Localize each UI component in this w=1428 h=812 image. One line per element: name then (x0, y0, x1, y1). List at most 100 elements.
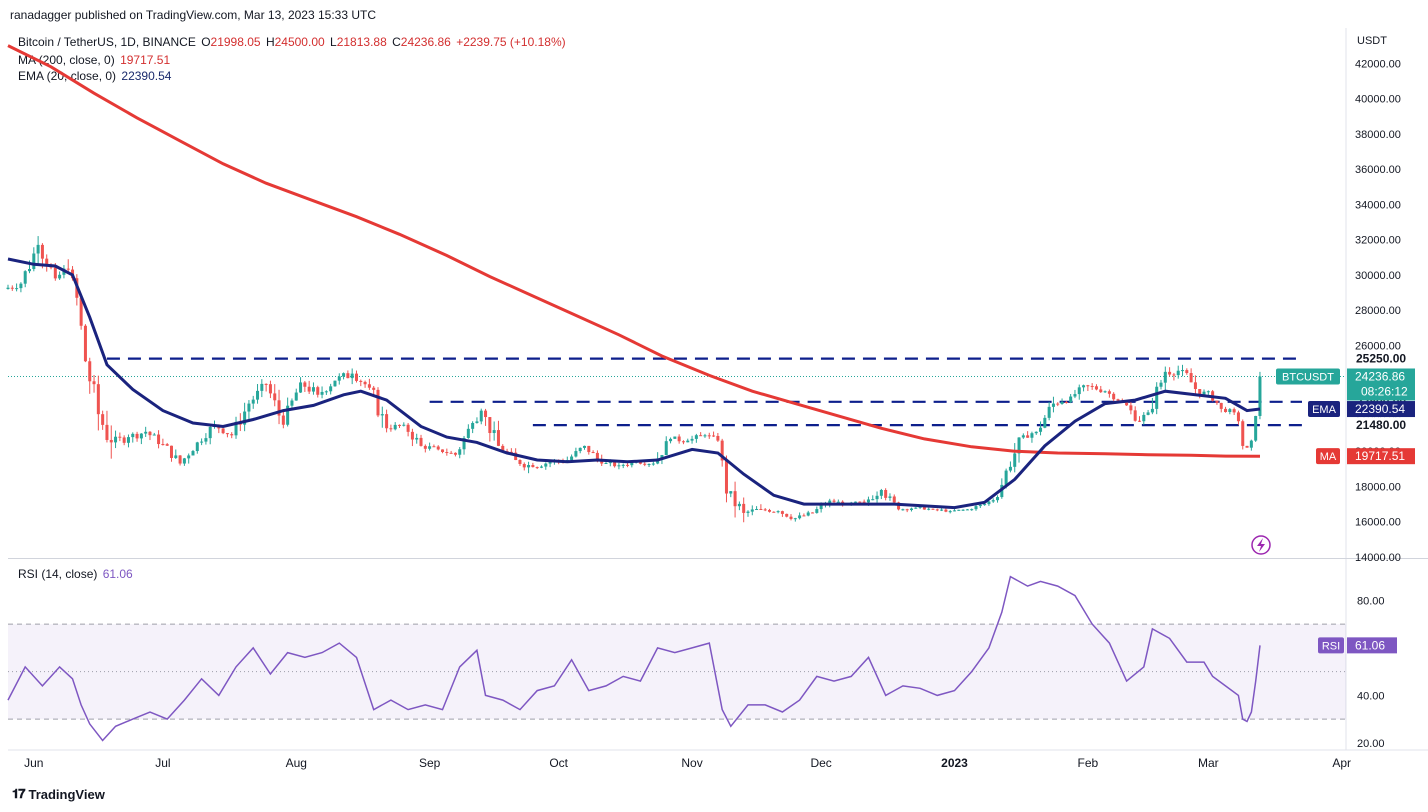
candle-body (621, 464, 625, 466)
candle-body (617, 465, 621, 467)
candle-body (118, 436, 122, 438)
candle-body (836, 501, 840, 503)
candle-body (909, 508, 913, 511)
lightning-icon-glyph (1257, 538, 1265, 552)
candle-body (393, 424, 397, 430)
time-tick-label: Oct (549, 756, 568, 770)
ema-value: 22390.54 (121, 69, 172, 83)
candle-body (105, 424, 109, 440)
candle-body (681, 441, 685, 443)
candle-body (88, 361, 92, 382)
candle-body (974, 506, 978, 510)
candle-body (991, 500, 995, 502)
candle-body (733, 491, 737, 507)
candle-body (918, 506, 922, 508)
ema-20-line (7, 257, 1261, 510)
candle-body (793, 518, 797, 520)
candle-body (608, 462, 612, 464)
candle-body (613, 462, 617, 467)
candle-body (742, 503, 746, 513)
candle-body (432, 446, 436, 448)
rsi-tag-value-bg (1347, 637, 1397, 654)
candle-body (122, 437, 126, 443)
candle-body (815, 509, 819, 513)
time-tick-label: Apr (1332, 756, 1351, 770)
candle-body (892, 496, 896, 503)
candle-body (798, 515, 802, 519)
candle-body (888, 496, 892, 498)
price-tick-label: 26000.00 (1355, 340, 1401, 352)
candle-body (174, 455, 178, 458)
candle-body (1215, 400, 1219, 403)
symbol-name[interactable]: Bitcoin / TetherUS, 1D, BINANCE (18, 35, 196, 49)
time-tick-label: 2023 (941, 756, 968, 770)
candle-body (1039, 427, 1043, 432)
candle-body (866, 499, 870, 503)
candle-body (307, 386, 311, 392)
candle-body (776, 511, 780, 513)
candle-body (157, 434, 161, 445)
candle-body (1043, 417, 1047, 428)
candle-body (574, 451, 578, 457)
candle-body (1236, 412, 1240, 422)
candle-body (767, 509, 772, 512)
candle-body (316, 387, 320, 395)
price-tick-label: 40000.00 (1355, 94, 1401, 106)
candle-body (509, 451, 513, 453)
candle-body (1056, 403, 1060, 405)
candle-body (789, 516, 793, 519)
candle-body (1185, 370, 1189, 374)
candle-body (32, 253, 36, 270)
price-tag-name-bg (1316, 448, 1340, 465)
rsi-tag-name: RSI (1322, 640, 1340, 652)
candle-body (604, 462, 608, 464)
candle-body (28, 269, 32, 272)
candle-body (664, 441, 668, 456)
candle-body (931, 508, 935, 510)
time-tick-label: Jun (24, 756, 43, 770)
tradingview-brand: TradingView (28, 786, 105, 802)
candle-body (1198, 389, 1202, 395)
rsi-legend[interactable]: RSI (14, close) 61.06 (18, 567, 135, 581)
candle-body (83, 325, 87, 362)
candle-body (251, 399, 255, 404)
candle-body (415, 437, 419, 440)
candle-body (970, 509, 974, 511)
candle-body (195, 442, 199, 452)
candle-body (299, 382, 303, 393)
candle-body (1064, 402, 1068, 404)
candle-body (428, 446, 432, 449)
candle-body (724, 460, 728, 494)
candle-body (755, 509, 759, 511)
price-tag-name: MA (1320, 451, 1337, 463)
candle-body (19, 283, 23, 289)
candle-body (311, 387, 315, 392)
candle-body (1060, 402, 1064, 404)
candle-body (144, 431, 148, 434)
price-tag-name-bg (1276, 368, 1340, 385)
rsi-tag-name-bg (1318, 637, 1344, 654)
tradingview-logo[interactable]: 𝟏𝟕 TradingView (12, 786, 105, 802)
candle-body (101, 414, 105, 425)
candle-body (737, 503, 741, 507)
candle-body (329, 386, 333, 392)
candle-body (475, 421, 479, 423)
candle-body (927, 508, 931, 510)
candle-body (1034, 431, 1038, 434)
candle-body (385, 414, 389, 429)
price-tag-value-bg (1347, 368, 1415, 401)
candle-body (320, 391, 324, 395)
candle-body (690, 438, 694, 441)
candle-body (582, 445, 587, 448)
price-tick-label: 38000.00 (1355, 129, 1401, 141)
time-tick-label: Dec (810, 756, 831, 770)
candle-body (1051, 403, 1055, 407)
level-tag-bg (1348, 350, 1414, 367)
candle-body (1017, 437, 1021, 454)
candle-body (1137, 420, 1141, 422)
price-tick-label: 28000.00 (1355, 305, 1401, 317)
candle-body (720, 440, 724, 461)
candle-body (806, 512, 810, 516)
rsi-tag-value: 61.06 (1355, 638, 1385, 652)
